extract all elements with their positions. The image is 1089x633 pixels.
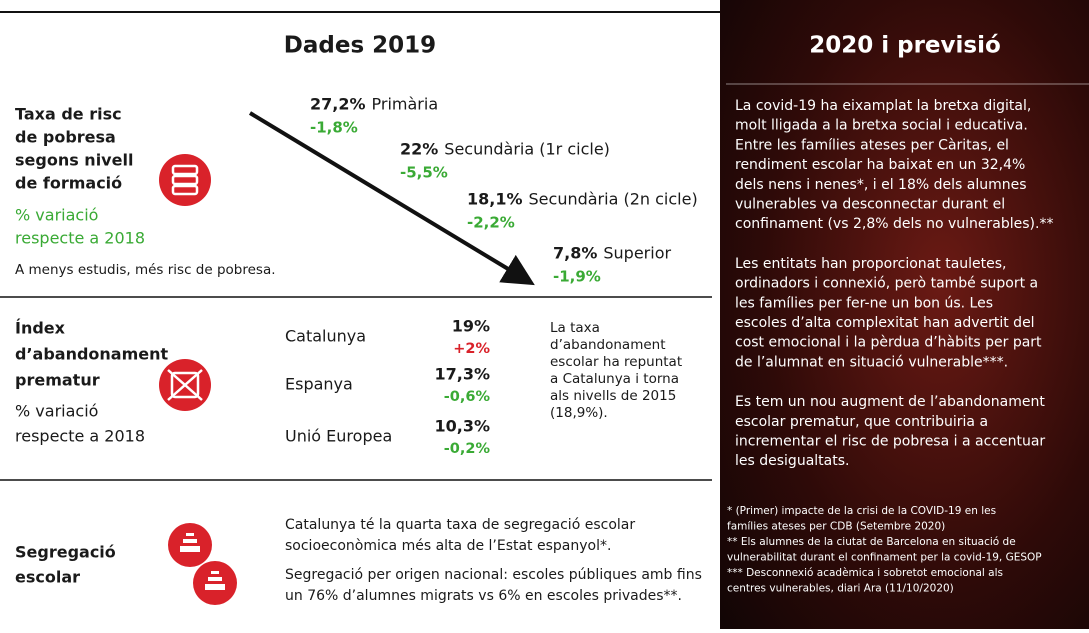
section-label: Segregació bbox=[15, 543, 116, 562]
paragraph: incrementar el risc de pobresa i a accen… bbox=[735, 434, 1045, 450]
paragraph: de l’alumnat en situació vulnerable***. bbox=[735, 354, 1008, 370]
variation-label: % variació bbox=[15, 206, 98, 225]
infographic: Dades 2019 2020 i previsió Taxa de risc d… bbox=[0, 0, 1089, 629]
footnote: * (Primer) impacte de la crisi de la COV… bbox=[727, 505, 996, 517]
paragraph: rendiment escolar ha baixat en un 32,4% bbox=[735, 157, 1025, 173]
segregation-text: Catalunya té la quarta taxa de segregaci… bbox=[285, 517, 635, 533]
paragraph: Es tem un nou augment de l’abandonament bbox=[735, 394, 1045, 410]
footnote: *** Desconnexió acadèmica i sobretot emo… bbox=[727, 567, 1003, 579]
section-label: de pobresa bbox=[15, 128, 116, 147]
segregation-text: socioeconòmica més alta de l’Estat espan… bbox=[285, 538, 611, 554]
footnote: famílies ateses per CDB (Setembre 2020) bbox=[727, 521, 945, 533]
item-change: -1,9% bbox=[553, 268, 601, 286]
note: A menys estudis, més risc de pobresa. bbox=[15, 262, 276, 278]
paragraph: vulnerables va desconnectar durant el bbox=[735, 197, 1005, 213]
item-name: Secundària (1r cicle) bbox=[444, 140, 610, 159]
paragraph: Entre les famílies ateses per Càritas, e… bbox=[735, 137, 1009, 153]
paragraph: dels nens i nenes*, i el 18% dels alumne… bbox=[735, 177, 1027, 193]
section-label: d’abandonament bbox=[15, 345, 169, 364]
item-change: -2,2% bbox=[467, 214, 515, 232]
paragraph: ordinadors i connexió, però també suport… bbox=[735, 276, 1038, 292]
title: Dades 2019 bbox=[284, 33, 436, 59]
section-label: segons nivell bbox=[15, 151, 133, 170]
item-change: -5,5% bbox=[400, 164, 448, 182]
variation-label: % variació bbox=[15, 402, 98, 421]
row-value: 19% bbox=[452, 317, 490, 336]
footnote: centres vulnerables, diari Ara (11/10/20… bbox=[727, 583, 954, 595]
variation-label: respecte a 2018 bbox=[15, 427, 145, 446]
item-name: Primària bbox=[372, 95, 439, 114]
section-label: prematur bbox=[15, 371, 100, 390]
item-value: 22% bbox=[400, 140, 438, 159]
section-label: Taxa de risc bbox=[15, 105, 122, 124]
section-label: de formació bbox=[15, 174, 122, 193]
paragraph: escolar prematur, que contribuiria a bbox=[735, 414, 988, 430]
paragraph: molt lligada a la bretxa social i educat… bbox=[735, 118, 1028, 134]
note: escolar ha repuntat bbox=[550, 354, 682, 370]
item-value: 27,2% bbox=[310, 95, 366, 114]
icon-dropout bbox=[159, 359, 211, 411]
row-name: Unió Europea bbox=[285, 427, 392, 446]
note: La taxa bbox=[550, 320, 600, 336]
segregation-text: un 76% d’alumnes migrats vs 6% en escole… bbox=[285, 588, 682, 604]
paragraph: La covid-19 ha eixamplat la bretxa digit… bbox=[735, 98, 1031, 114]
row-value: 10,3% bbox=[434, 417, 490, 436]
row-name: Catalunya bbox=[285, 327, 366, 346]
note: d’abandonament bbox=[550, 337, 666, 353]
item-value: 7,8% bbox=[553, 244, 597, 263]
note: a Catalunya i torna bbox=[550, 371, 679, 387]
row-change: -0,6% bbox=[444, 389, 491, 405]
segregation-text: Segregació per origen nacional: escoles … bbox=[285, 567, 702, 583]
item-name: Secundària (2n cicle) bbox=[529, 190, 698, 209]
paragraph: les desigualtats. bbox=[735, 453, 849, 469]
variation-label: respecte a 2018 bbox=[15, 229, 145, 248]
section-label: Índex bbox=[15, 319, 66, 338]
row-change: +2% bbox=[453, 341, 490, 357]
paragraph: les famílies per fer-ne un bon ús. Les bbox=[735, 295, 993, 311]
footnote: vulnerabilitat durant el confinament per… bbox=[727, 552, 1042, 564]
item-change: -1,8% bbox=[310, 119, 358, 137]
paragraph: Les entitats han proporcionat tauletes, bbox=[735, 256, 1007, 272]
note: als nivells de 2015 bbox=[550, 388, 676, 404]
note: (18,9%). bbox=[550, 405, 608, 421]
paragraph: cost emocional i la pèrdua d’hàbits per … bbox=[735, 335, 1042, 351]
item-name: Superior bbox=[603, 244, 671, 263]
row-value: 17,3% bbox=[434, 365, 490, 384]
row-name: Espanya bbox=[285, 375, 353, 394]
section-label: escolar bbox=[15, 568, 80, 587]
row-change: -0,2% bbox=[444, 441, 491, 457]
item-value: 18,1% bbox=[467, 190, 523, 209]
paragraph: confinament (vs 2,8% dels no vulnerables… bbox=[735, 216, 1053, 232]
icon-books bbox=[159, 154, 211, 206]
paragraph: escoles d’alta complexitat han advertit … bbox=[735, 315, 1035, 331]
footnote: ** Els alumnes de la ciutat de Barcelona… bbox=[727, 536, 1016, 548]
title: 2020 i previsió bbox=[809, 33, 1001, 59]
